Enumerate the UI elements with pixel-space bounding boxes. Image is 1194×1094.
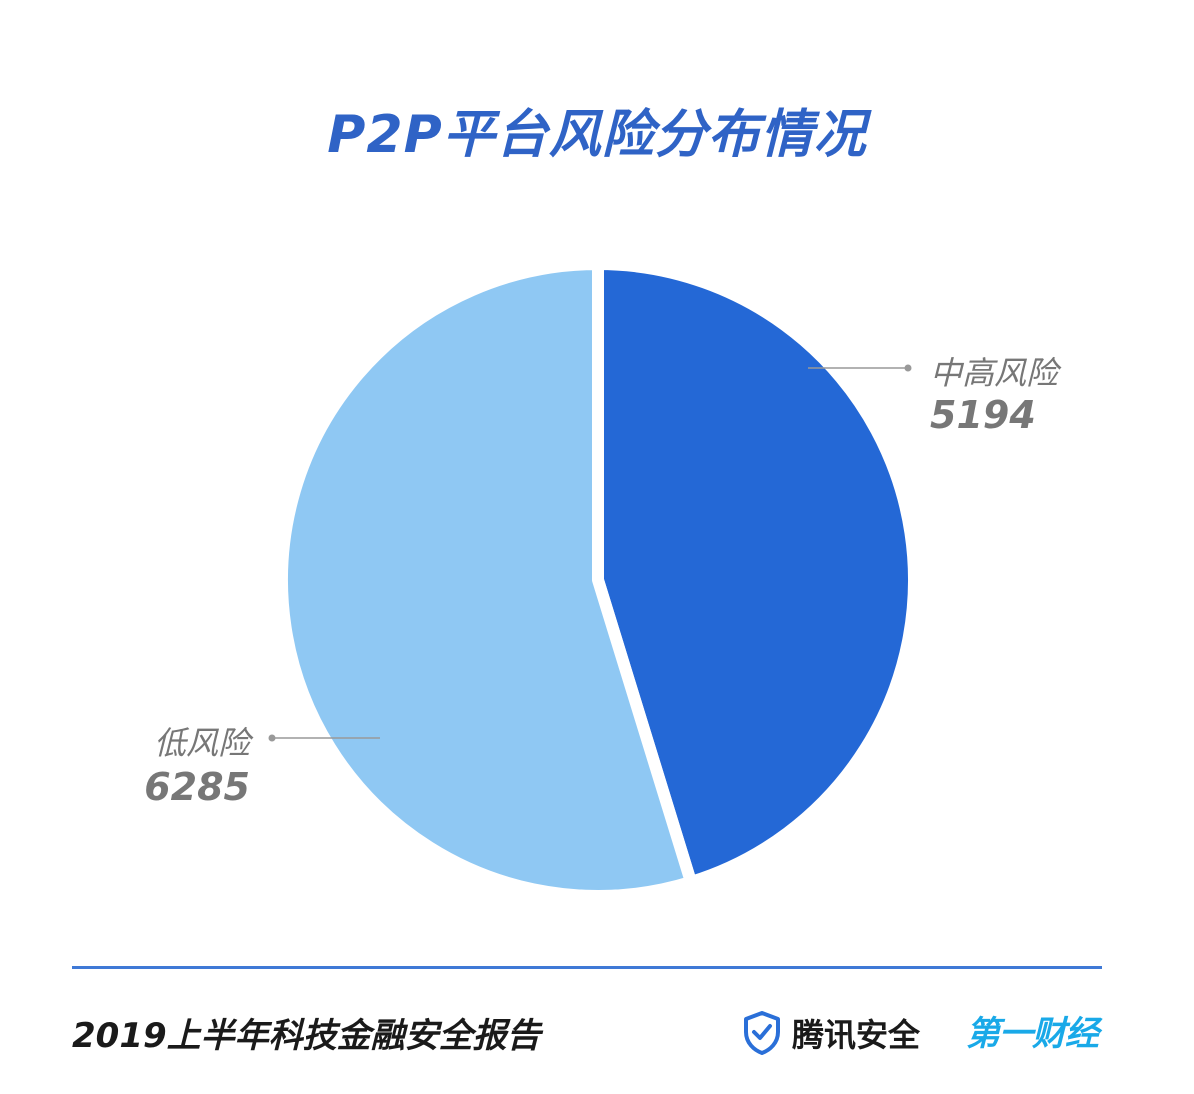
slice-label: 低风险 xyxy=(154,724,254,762)
pie-slice xyxy=(276,258,697,902)
report-title: 2019上半年科技金融安全报告 xyxy=(72,1016,541,1056)
chart-title: P2P平台风险分布情况 xyxy=(327,105,867,165)
brand-tencent-security: 腾讯安全 xyxy=(742,1010,920,1056)
slice-value: 6285 xyxy=(144,765,250,809)
footer-divider xyxy=(72,966,1102,969)
slice-value: 5194 xyxy=(930,393,1036,437)
leader-dot xyxy=(904,364,912,372)
brand-yicai-label: 第一财经 xyxy=(966,1014,1099,1054)
brand-tencent-label: 腾讯安全 xyxy=(792,1016,921,1054)
brand-yicai-logo: 第一财经 xyxy=(966,1006,1106,1062)
leader-dot xyxy=(268,734,276,742)
pie-slice xyxy=(592,258,920,889)
shield-check-icon xyxy=(744,1011,780,1055)
slice-label: 中高风险 xyxy=(930,354,1062,392)
